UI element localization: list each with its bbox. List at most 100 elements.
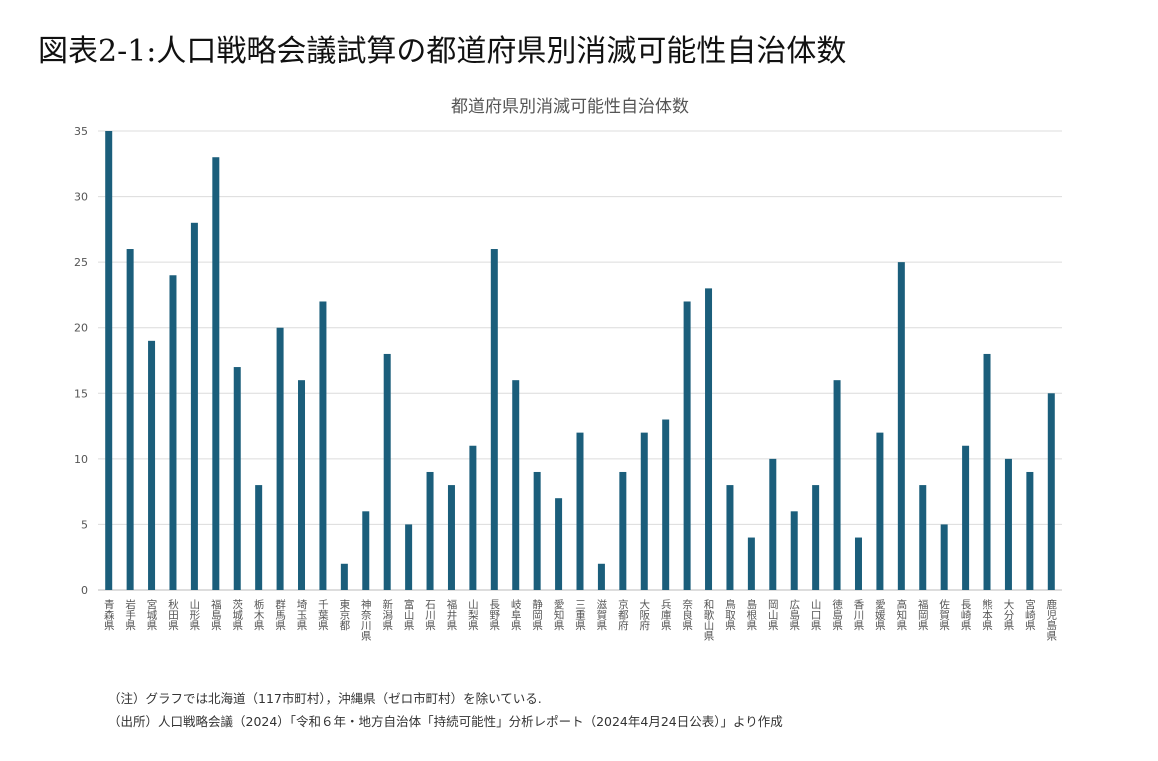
bar (1047, 393, 1055, 590)
y-tick-label: 25 (74, 256, 88, 269)
x-tick-label: 埼玉県 (296, 598, 308, 631)
x-tick-label: 大分県 (1002, 598, 1014, 631)
x-tick-label: 宮崎県 (1024, 598, 1036, 631)
bar (533, 471, 541, 590)
x-tick-label: 岐阜県 (510, 598, 522, 631)
bar (362, 511, 370, 590)
bar (576, 432, 584, 590)
chart-title: 都道府県別消滅可能性自治体数 (451, 97, 689, 117)
bar (447, 485, 455, 590)
bar (983, 353, 991, 590)
bar (212, 157, 220, 590)
y-axis-ticks: 0 5 10 15 20 25 30 35 (74, 125, 88, 597)
bar (298, 380, 306, 590)
bar (833, 380, 841, 590)
x-tick-label: 山形県 (188, 599, 200, 631)
x-tick-label: 大阪府 (638, 598, 650, 631)
bar (255, 485, 263, 590)
x-tick-label: 秋田県 (167, 598, 179, 631)
x-tick-label: 東京都 (338, 598, 350, 631)
bar (490, 249, 498, 590)
x-tick-label: 愛媛県 (874, 598, 886, 631)
bars (105, 131, 1055, 591)
x-tick-label: 兵庫県 (660, 598, 672, 631)
x-tick-label: 香川県 (852, 599, 864, 631)
bar (747, 537, 755, 590)
x-tick-label: 滋賀県 (595, 598, 607, 631)
x-tick-label: 福岡県 (917, 598, 929, 631)
y-tick-label: 10 (74, 453, 88, 466)
bar (512, 380, 520, 590)
bar (276, 327, 284, 590)
x-tick-label: 長野県 (488, 599, 500, 631)
x-tick-label: 京都府 (617, 598, 629, 631)
figure-title: 図表2-1:人口戦略会議試算の都道府県別消滅可能性自治体数 (38, 34, 847, 69)
bar (662, 419, 670, 590)
x-tick-label: 山口県 (810, 599, 822, 631)
y-tick-label: 30 (74, 191, 88, 204)
bar (190, 222, 198, 591)
bar (233, 367, 241, 590)
bar (876, 432, 884, 590)
bar-chart: 都道府県別消滅可能性自治体数 0 5 10 15 20 25 30 35 青森県 岩手県 宮城県秋… (74, 97, 1062, 642)
x-tick-label: 岡山県 (767, 599, 779, 631)
bar (726, 485, 734, 590)
y-tick-label: 15 (74, 387, 88, 400)
x-tick-label: 山梨県 (467, 599, 479, 631)
x-tick-label: 富山県 (403, 598, 415, 631)
x-tick-label: 佐賀県 (938, 598, 950, 631)
x-tick-label: 栃木県 (253, 598, 265, 631)
x-tick-label: 青森県 (103, 598, 115, 631)
x-tick-label: 新潟県 (381, 598, 393, 631)
x-tick-label: 群馬県 (274, 598, 286, 631)
bar (469, 445, 477, 590)
bar (1004, 458, 1012, 590)
bar (683, 301, 691, 590)
bar (769, 458, 777, 590)
bar (1026, 471, 1034, 590)
x-tick-label: 鹿児島県 (1045, 598, 1057, 642)
x-tick-label: 熊本県 (981, 598, 993, 631)
bar (169, 275, 177, 590)
bar (126, 249, 134, 590)
chart-source: （出所）人口戦略会議（2024）「令和６年・地方自治体「持続可能性」分析レポート… (108, 714, 783, 729)
bar (790, 511, 798, 590)
bar (340, 563, 348, 590)
x-tick-label: 長崎県 (960, 599, 972, 631)
x-tick-label: 愛知県 (553, 598, 565, 631)
bar (812, 485, 820, 590)
bar (319, 301, 327, 590)
x-axis-ticks: 青森県 岩手県 宮城県 秋田県 山形県 福島県 茨城県 栃木県 群馬県 埼玉県 千葉県 東京都 神奈川県… (103, 598, 1058, 642)
bar (148, 340, 156, 590)
x-tick-label: 茨城県 (231, 598, 243, 631)
x-tick-label: 高知県 (895, 598, 907, 631)
x-tick-label: 岩手県 (124, 598, 136, 631)
bar (919, 485, 927, 590)
bar (940, 524, 948, 590)
bar (619, 471, 627, 590)
x-tick-label: 鳥取県 (724, 598, 736, 631)
bar (854, 537, 862, 590)
bar (597, 563, 605, 590)
bar (383, 353, 391, 590)
x-tick-label: 和歌山県 (703, 599, 715, 642)
bar (555, 498, 563, 590)
y-tick-label: 20 (74, 322, 88, 335)
y-tick-label: 0 (81, 584, 88, 597)
bar (426, 471, 434, 590)
chart-note: （注）グラフでは北海道（117市町村），沖縄県（ゼロ市町村）を除いている. (108, 691, 542, 706)
bar (962, 445, 970, 590)
y-tick-label: 5 (81, 518, 88, 531)
x-tick-label: 静岡県 (531, 598, 543, 631)
x-tick-label: 神奈川県 (360, 598, 372, 642)
x-tick-label: 広島県 (788, 598, 800, 631)
x-tick-label: 石川県 (424, 599, 436, 631)
x-tick-label: 福井県 (445, 598, 457, 631)
x-tick-label: 徳島県 (831, 598, 843, 631)
bar (705, 288, 713, 590)
bar (640, 432, 648, 590)
y-tick-label: 35 (74, 125, 88, 138)
bar (105, 131, 113, 590)
bar (897, 262, 905, 590)
bar (405, 524, 413, 590)
